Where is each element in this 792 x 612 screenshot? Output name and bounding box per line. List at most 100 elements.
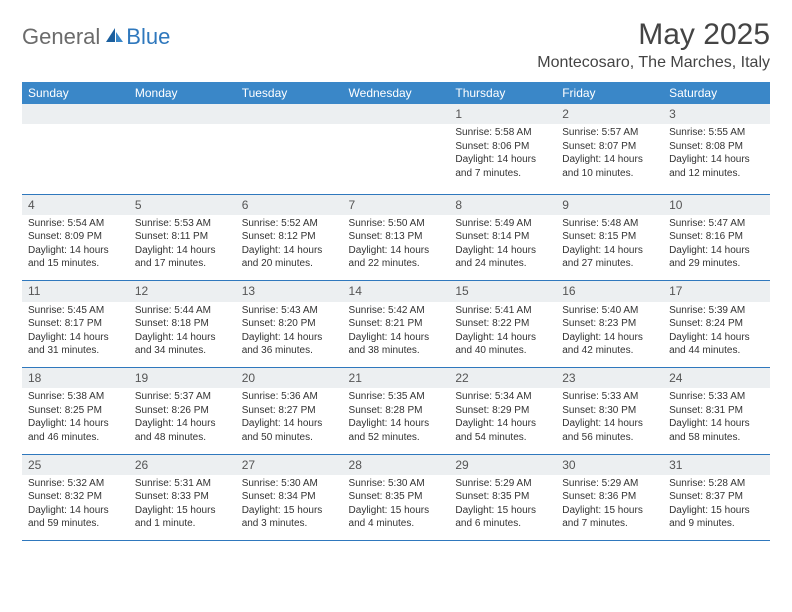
- daylight-text: Daylight: 15 hours and 6 minutes.: [455, 504, 550, 531]
- sunset-text: Sunset: 8:34 PM: [242, 490, 337, 504]
- sunset-text: Sunset: 8:08 PM: [669, 140, 764, 154]
- daylight-text: Daylight: 14 hours and 42 minutes.: [562, 331, 657, 358]
- day-number-cell: 19: [129, 368, 236, 389]
- day-detail-cell: Sunrise: 5:42 AMSunset: 8:21 PMDaylight:…: [343, 302, 450, 368]
- sunset-text: Sunset: 8:24 PM: [669, 317, 764, 331]
- sunset-text: Sunset: 8:35 PM: [455, 490, 550, 504]
- day-number-cell: 2: [556, 104, 663, 124]
- weekday-header: Saturday: [663, 82, 770, 104]
- sunset-text: Sunset: 8:31 PM: [669, 404, 764, 418]
- sunrise-text: Sunrise: 5:34 AM: [455, 390, 550, 404]
- weekday-header: Monday: [129, 82, 236, 104]
- day-number-cell: 27: [236, 454, 343, 475]
- sunset-text: Sunset: 8:22 PM: [455, 317, 550, 331]
- day-detail-cell: Sunrise: 5:30 AMSunset: 8:34 PMDaylight:…: [236, 475, 343, 541]
- sunset-text: Sunset: 8:32 PM: [28, 490, 123, 504]
- day-number-cell: 15: [449, 281, 556, 302]
- sunrise-text: Sunrise: 5:49 AM: [455, 217, 550, 231]
- day-number-cell: 20: [236, 368, 343, 389]
- day-number-cell: 16: [556, 281, 663, 302]
- day-number-cell: 25: [22, 454, 129, 475]
- sunrise-text: Sunrise: 5:37 AM: [135, 390, 230, 404]
- daylight-text: Daylight: 14 hours and 59 minutes.: [28, 504, 123, 531]
- detail-row: Sunrise: 5:54 AMSunset: 8:09 PMDaylight:…: [22, 215, 770, 281]
- daylight-text: Daylight: 14 hours and 38 minutes.: [349, 331, 444, 358]
- day-detail-cell: Sunrise: 5:43 AMSunset: 8:20 PMDaylight:…: [236, 302, 343, 368]
- detail-row: Sunrise: 5:58 AMSunset: 8:06 PMDaylight:…: [22, 124, 770, 194]
- daylight-text: Daylight: 14 hours and 31 minutes.: [28, 331, 123, 358]
- daynum-row: 45678910: [22, 194, 770, 215]
- daylight-text: Daylight: 14 hours and 22 minutes.: [349, 244, 444, 271]
- sunrise-text: Sunrise: 5:33 AM: [562, 390, 657, 404]
- day-detail-cell: [343, 124, 450, 194]
- day-detail-cell: Sunrise: 5:29 AMSunset: 8:36 PMDaylight:…: [556, 475, 663, 541]
- sunset-text: Sunset: 8:20 PM: [242, 317, 337, 331]
- daylight-text: Daylight: 14 hours and 40 minutes.: [455, 331, 550, 358]
- sunrise-text: Sunrise: 5:48 AM: [562, 217, 657, 231]
- sunrise-text: Sunrise: 5:35 AM: [349, 390, 444, 404]
- day-number-cell: 7: [343, 194, 450, 215]
- day-number-cell: 5: [129, 194, 236, 215]
- day-number-cell: 4: [22, 194, 129, 215]
- daylight-text: Daylight: 14 hours and 29 minutes.: [669, 244, 764, 271]
- sunrise-text: Sunrise: 5:57 AM: [562, 126, 657, 140]
- month-title: May 2025: [537, 18, 770, 52]
- day-detail-cell: Sunrise: 5:44 AMSunset: 8:18 PMDaylight:…: [129, 302, 236, 368]
- sail-icon: [104, 26, 124, 49]
- sunrise-text: Sunrise: 5:55 AM: [669, 126, 764, 140]
- sunset-text: Sunset: 8:29 PM: [455, 404, 550, 418]
- daynum-row: 123: [22, 104, 770, 124]
- day-detail-cell: Sunrise: 5:52 AMSunset: 8:12 PMDaylight:…: [236, 215, 343, 281]
- day-detail-cell: Sunrise: 5:40 AMSunset: 8:23 PMDaylight:…: [556, 302, 663, 368]
- day-number-cell: [22, 104, 129, 124]
- location: Montecosaro, The Marches, Italy: [537, 54, 770, 72]
- daylight-text: Daylight: 14 hours and 10 minutes.: [562, 153, 657, 180]
- daynum-row: 11121314151617: [22, 281, 770, 302]
- day-number-cell: 6: [236, 194, 343, 215]
- daylight-text: Daylight: 15 hours and 1 minute.: [135, 504, 230, 531]
- weekday-header: Friday: [556, 82, 663, 104]
- daylight-text: Daylight: 15 hours and 4 minutes.: [349, 504, 444, 531]
- daylight-text: Daylight: 14 hours and 56 minutes.: [562, 417, 657, 444]
- sunrise-text: Sunrise: 5:43 AM: [242, 304, 337, 318]
- title-block: May 2025 Montecosaro, The Marches, Italy: [537, 18, 770, 72]
- day-detail-cell: Sunrise: 5:49 AMSunset: 8:14 PMDaylight:…: [449, 215, 556, 281]
- day-detail-cell: Sunrise: 5:31 AMSunset: 8:33 PMDaylight:…: [129, 475, 236, 541]
- day-number-cell: 28: [343, 454, 450, 475]
- sunset-text: Sunset: 8:07 PM: [562, 140, 657, 154]
- day-number-cell: 26: [129, 454, 236, 475]
- day-number-cell: [343, 104, 450, 124]
- sunrise-text: Sunrise: 5:32 AM: [28, 477, 123, 491]
- day-detail-cell: Sunrise: 5:28 AMSunset: 8:37 PMDaylight:…: [663, 475, 770, 541]
- day-detail-cell: Sunrise: 5:41 AMSunset: 8:22 PMDaylight:…: [449, 302, 556, 368]
- day-detail-cell: Sunrise: 5:33 AMSunset: 8:31 PMDaylight:…: [663, 388, 770, 454]
- sunrise-text: Sunrise: 5:28 AM: [669, 477, 764, 491]
- day-number-cell: 22: [449, 368, 556, 389]
- day-detail-cell: Sunrise: 5:55 AMSunset: 8:08 PMDaylight:…: [663, 124, 770, 194]
- daylight-text: Daylight: 14 hours and 36 minutes.: [242, 331, 337, 358]
- daylight-text: Daylight: 14 hours and 44 minutes.: [669, 331, 764, 358]
- day-number-cell: 1: [449, 104, 556, 124]
- day-detail-cell: Sunrise: 5:50 AMSunset: 8:13 PMDaylight:…: [343, 215, 450, 281]
- weekday-header: Tuesday: [236, 82, 343, 104]
- sunrise-text: Sunrise: 5:47 AM: [669, 217, 764, 231]
- day-number-cell: 3: [663, 104, 770, 124]
- daynum-row: 25262728293031: [22, 454, 770, 475]
- day-number-cell: 9: [556, 194, 663, 215]
- sunset-text: Sunset: 8:26 PM: [135, 404, 230, 418]
- logo-text-general: General: [22, 24, 100, 50]
- day-detail-cell: Sunrise: 5:33 AMSunset: 8:30 PMDaylight:…: [556, 388, 663, 454]
- sunrise-text: Sunrise: 5:29 AM: [562, 477, 657, 491]
- sunset-text: Sunset: 8:23 PM: [562, 317, 657, 331]
- sunset-text: Sunset: 8:36 PM: [562, 490, 657, 504]
- calendar-page: General Blue May 2025 Montecosaro, The M…: [0, 0, 792, 559]
- sunrise-text: Sunrise: 5:45 AM: [28, 304, 123, 318]
- detail-row: Sunrise: 5:45 AMSunset: 8:17 PMDaylight:…: [22, 302, 770, 368]
- day-detail-cell: Sunrise: 5:32 AMSunset: 8:32 PMDaylight:…: [22, 475, 129, 541]
- sunset-text: Sunset: 8:25 PM: [28, 404, 123, 418]
- day-detail-cell: Sunrise: 5:53 AMSunset: 8:11 PMDaylight:…: [129, 215, 236, 281]
- sunrise-text: Sunrise: 5:44 AM: [135, 304, 230, 318]
- sunrise-text: Sunrise: 5:41 AM: [455, 304, 550, 318]
- day-detail-cell: [22, 124, 129, 194]
- logo: General Blue: [22, 24, 170, 50]
